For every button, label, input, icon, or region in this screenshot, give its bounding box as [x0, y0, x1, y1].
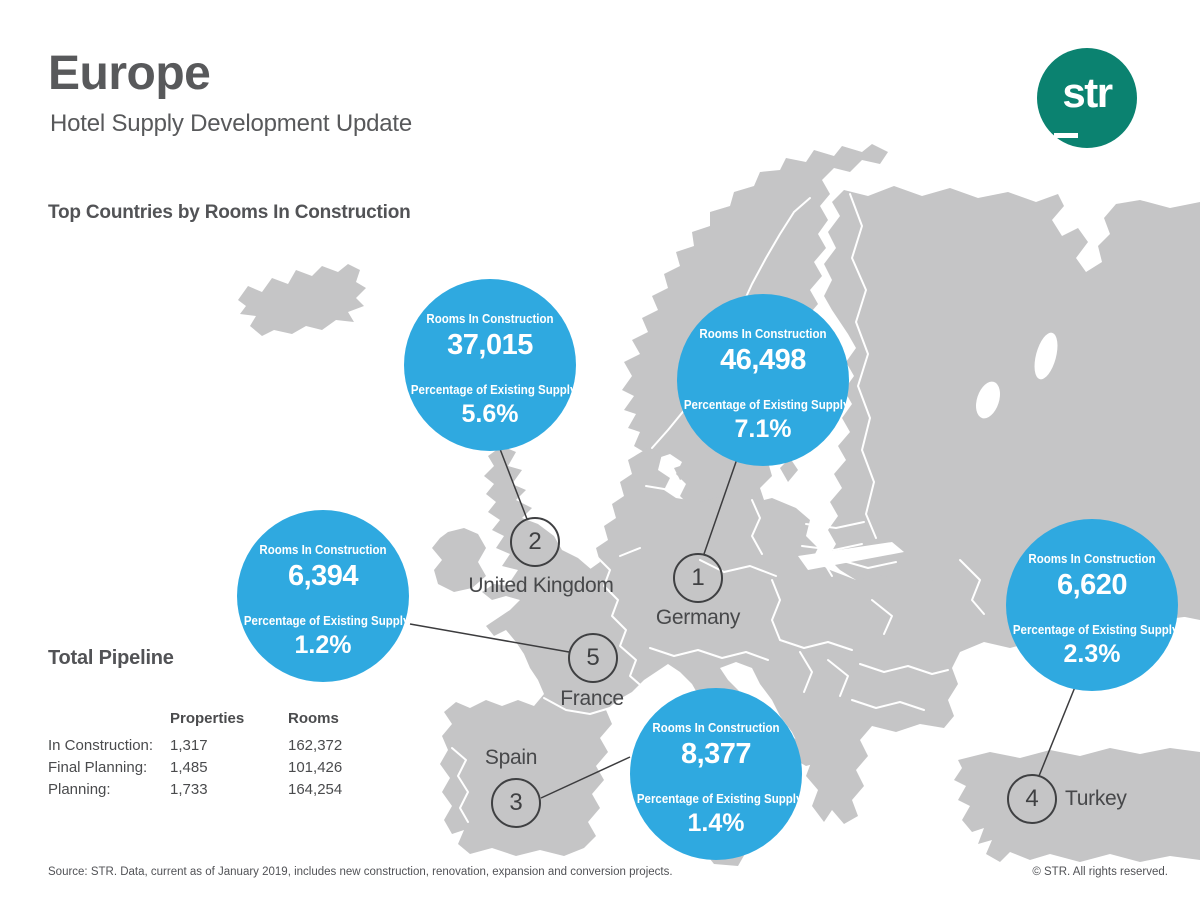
page-title: Europe [48, 47, 211, 100]
rooms-label: Rooms In Construction [1028, 552, 1156, 566]
copyright-note: © STR. All rights reserved. [1032, 866, 1168, 878]
pipeline-row-label: Final Planning: [48, 759, 148, 776]
pipeline-row-properties: 1,485 [170, 759, 208, 776]
pct-value: 5.6% [461, 399, 519, 428]
map-turkey [954, 748, 1200, 862]
pipeline-col-properties: Properties [170, 710, 245, 727]
map-ireland [432, 528, 486, 592]
marker-3-spain: 3 [491, 778, 541, 828]
rooms-label: Rooms In Construction [259, 543, 387, 557]
marker-number: 2 [528, 528, 542, 555]
pipeline-row-properties: 1,733 [170, 781, 208, 798]
pct-label: Percentage of Existing Supply [410, 383, 577, 398]
marker-number: 5 [586, 644, 600, 671]
pct-value: 1.4% [687, 808, 745, 837]
pct-label: Percentage of Existing Supply [1012, 623, 1179, 638]
country-label-turkey: Turkey [1065, 787, 1127, 810]
leader-lines [409, 448, 1076, 799]
rooms-value: 46,498 [720, 344, 806, 377]
pct-label: Percentage of Existing Supply [243, 614, 410, 629]
rooms-value: 6,394 [287, 560, 359, 593]
pct-value: 2.3% [1063, 639, 1121, 668]
pct-label: Percentage of Existing Supply [683, 398, 850, 413]
map-continent [440, 448, 1200, 856]
rooms-label: Rooms In Construction [426, 312, 554, 326]
pipeline-row-label: Planning: [48, 781, 111, 798]
pipeline-title: Total Pipeline [48, 647, 174, 669]
pipeline-table: Properties Rooms In Construction: 1,317 … [48, 708, 398, 801]
map-gotland [780, 458, 798, 482]
rooms-value: 8,377 [680, 738, 752, 771]
country-label-france: France [560, 687, 624, 710]
pct-value: 1.2% [294, 630, 352, 659]
marker-number: 4 [1025, 785, 1039, 812]
section-title: Top Countries by Rooms In Construction [48, 202, 411, 223]
str-logo: str [1037, 48, 1137, 148]
pipeline-corner-cell [48, 708, 170, 735]
str-logo-underline [1054, 133, 1078, 138]
str-logo-text: str [1062, 69, 1113, 116]
source-note: Source: STR. Data, current as of January… [48, 866, 673, 878]
marker-number: 3 [509, 789, 523, 816]
map-danish-isles [674, 464, 712, 484]
pct-label: Percentage of Existing Supply [636, 792, 803, 807]
page-subtitle: Hotel Supply Development Update [50, 110, 413, 137]
map-iceland [238, 264, 366, 336]
bubble-spain: Rooms In Construction 8,377 Percentage o… [630, 688, 802, 860]
marker-1-germany: 1 [673, 553, 723, 603]
country-label-united-kingdom: United Kingdom [468, 574, 614, 597]
pipeline-col-rooms: Rooms [288, 710, 339, 727]
pipeline-row-properties: 1,317 [170, 737, 208, 754]
bubble-germany: Rooms In Construction 46,498 Percentage … [677, 294, 849, 466]
bubble-france: Rooms In Construction 6,394 Percentage o… [237, 510, 409, 682]
rooms-value: 37,015 [447, 329, 533, 362]
rooms-label: Rooms In Construction [652, 721, 780, 735]
rooms-value: 6,620 [1056, 569, 1128, 602]
map-finland-russia [824, 186, 1200, 620]
marker-2-united-kingdom: 2 [510, 517, 560, 567]
marker-5-france: 5 [568, 633, 618, 683]
total-pipeline-section: Total Pipeline Properties Rooms In Const… [48, 647, 398, 801]
country-label-spain: Spain [484, 746, 538, 769]
map-country-borders [451, 193, 985, 823]
marker-number: 1 [691, 564, 705, 591]
pipeline-row-rooms: 164,254 [288, 781, 343, 798]
bubble-united-kingdom: Rooms In Construction 37,015 Percentage … [404, 279, 576, 451]
pipeline-row-label: In Construction: [48, 737, 154, 754]
rooms-label: Rooms In Construction [699, 327, 827, 341]
bubble-turkey: Rooms In Construction 6,620 Percentage o… [1006, 519, 1178, 691]
marker-4-turkey: 4 [1007, 774, 1057, 824]
pipeline-row-rooms: 162,372 [288, 737, 343, 754]
country-label-germany: Germany [655, 606, 741, 629]
pipeline-row-rooms: 101,426 [288, 759, 343, 776]
pct-value: 7.1% [734, 414, 792, 443]
